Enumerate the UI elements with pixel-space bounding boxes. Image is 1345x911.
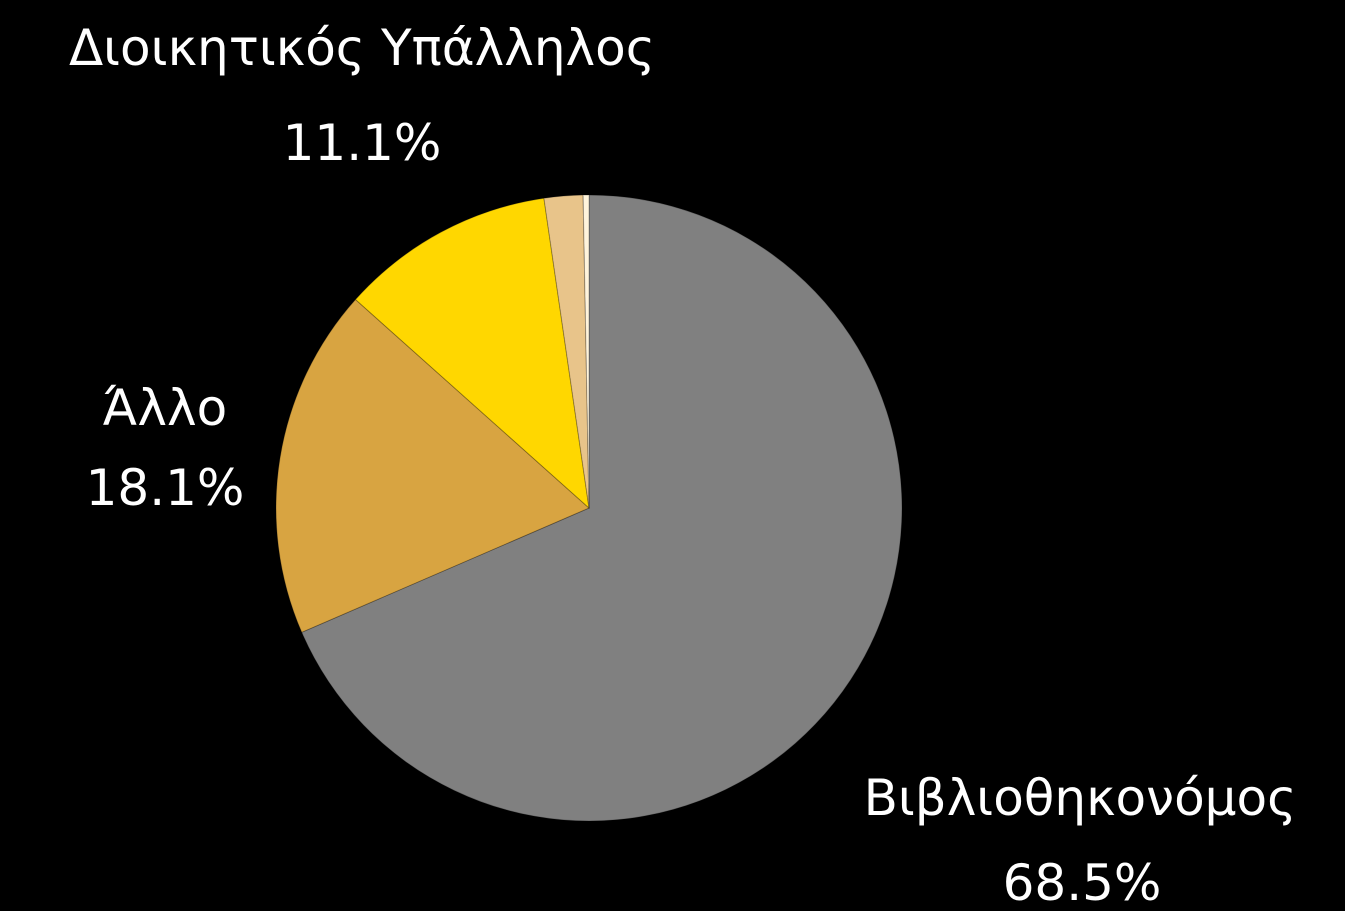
- pie-labels: Βιβλιοθηκονόμος 68.5% Άλλο 18.1% Διοικητικός…: [69, 19, 1296, 911]
- slice-label-value: 18.1%: [86, 459, 245, 517]
- pie-slice-2: [275, 298, 590, 633]
- slice-label-value: 11.1%: [283, 114, 442, 172]
- slice-label-name: Βιβλιοθηκονόμος: [864, 769, 1297, 827]
- pie-slice-5: [582, 194, 590, 509]
- pie-slice-4: [543, 194, 590, 509]
- slice-label-name: Διοικητικός Υπάλληλος: [69, 19, 655, 77]
- pie-slices: [275, 194, 903, 822]
- slice-label-value: 68.5%: [1003, 854, 1162, 911]
- slice-label-name: Άλλο: [103, 379, 227, 437]
- pie-slice-1: [301, 194, 903, 822]
- pie-slice-3: [354, 197, 590, 510]
